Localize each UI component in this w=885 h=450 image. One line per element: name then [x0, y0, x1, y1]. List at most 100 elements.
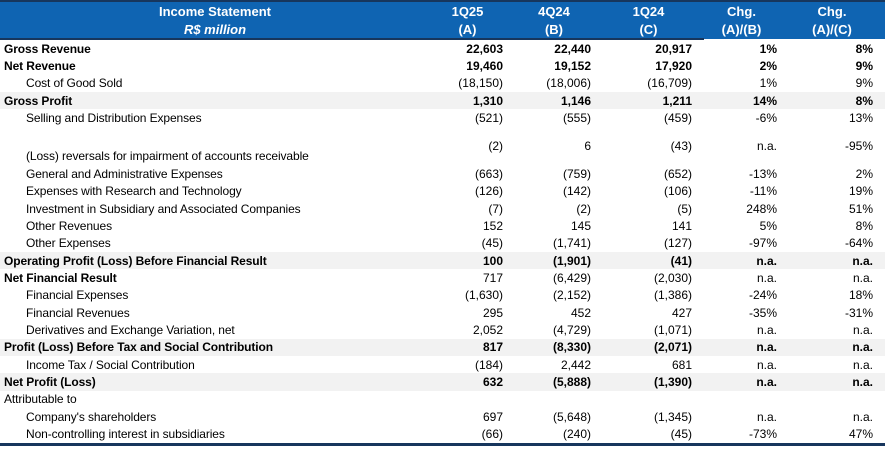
- cell-value: 295: [482, 305, 503, 320]
- cell-value: 152: [482, 219, 503, 234]
- table-row: Derivatives and Exchange Variation, net 2…: [0, 321, 885, 338]
- cell-value: (1,630): [464, 288, 503, 303]
- row-label: Profit (Loss) Before Tax and Social Cont…: [0, 338, 430, 357]
- cell-value: 100: [430, 252, 515, 270]
- cell-value: n.a.: [704, 373, 789, 391]
- cell-value: [430, 391, 515, 408]
- cell-value: (2,071): [603, 338, 704, 357]
- cell-value: [704, 391, 789, 408]
- cell-value: 5%: [759, 219, 777, 234]
- cell-value: (8,330): [515, 338, 603, 357]
- cell-value: n.a.: [852, 409, 873, 424]
- cell-value: -35%: [748, 305, 777, 320]
- column-subheader-a-b: (A)/(B): [704, 20, 789, 39]
- cell-value: n.a.: [852, 271, 873, 286]
- cell-value: n.a.: [789, 338, 885, 357]
- table-row: Financial Revenues 295 452 427 -35% -31%: [0, 304, 885, 321]
- row-label: Other Revenues: [26, 219, 112, 234]
- cell-value: 14%: [704, 92, 789, 110]
- cell-value: 717: [482, 271, 503, 286]
- row-label: Cost of Good Sold: [26, 76, 123, 91]
- row-label: Expenses with Research and Technology: [26, 184, 242, 199]
- cell-value: (5,648): [552, 409, 591, 424]
- cell-value: (45): [670, 427, 692, 442]
- cell-value: 2%: [855, 167, 873, 182]
- cell-value: -6%: [755, 111, 777, 125]
- cell-value: (45): [481, 236, 503, 251]
- cell-value: (1,901): [515, 252, 603, 270]
- table-body: Gross Revenue 22,603 22,440 20,917 1% 8% Net R…: [0, 39, 885, 445]
- cell-value: (5,888): [515, 373, 603, 391]
- cell-value: 9%: [855, 76, 873, 91]
- cell-value: 6: [584, 139, 591, 154]
- cell-value: n.a.: [789, 252, 885, 270]
- row-label: Financial Expenses: [26, 288, 129, 303]
- cell-value: (16,709): [647, 76, 692, 91]
- table-row: Net Profit (Loss) 632 (5,888) (1,390) n.a. n.…: [0, 373, 885, 391]
- cell-value: 452: [570, 305, 591, 320]
- column-header-chg-ab: Chg.: [704, 1, 789, 20]
- cell-value: [789, 391, 885, 408]
- cell-value: 145: [570, 219, 591, 234]
- cell-value: n.a.: [789, 373, 885, 391]
- cell-value: 817: [430, 338, 515, 357]
- row-label: Net Financial Result: [4, 271, 117, 286]
- cell-value: (521): [474, 111, 503, 125]
- cell-value: 632: [430, 373, 515, 391]
- table-row: Expenses with Research and Technology (12…: [0, 183, 885, 200]
- cell-value: (1,390): [603, 373, 704, 391]
- cell-value: (2): [488, 139, 503, 154]
- cell-value: n.a.: [704, 252, 789, 270]
- cell-value: (2,152): [552, 288, 591, 303]
- row-label: Attributable to: [4, 392, 77, 407]
- cell-value: 681: [671, 357, 692, 372]
- row-label: Income Tax / Social Contribution: [26, 357, 195, 372]
- cell-value: (652): [663, 167, 692, 182]
- row-label: Net Revenue: [4, 59, 76, 74]
- cell-value: [515, 391, 603, 408]
- cell-value: 13%: [848, 111, 873, 125]
- cell-value: (184): [474, 357, 503, 372]
- cell-value: n.a.: [756, 323, 777, 338]
- row-label: Investment in Subsidiary and Associated …: [26, 201, 301, 216]
- table-row: Attributable to: [0, 391, 885, 408]
- header-row-2: R$ million (A) (B) (C) (A)/(B) (A)/(C): [0, 20, 885, 40]
- row-label: Gross Profit: [0, 92, 430, 110]
- cell-value: -95%: [844, 139, 873, 154]
- cell-value: n.a.: [756, 409, 777, 424]
- cell-value: 1%: [759, 76, 777, 91]
- cell-value: (6,429): [552, 271, 591, 286]
- table-title: Income Statement: [0, 1, 430, 20]
- cell-value: (4,729): [552, 323, 591, 338]
- cell-value: 8%: [855, 219, 873, 234]
- table-header: Income Statement 1Q25 4Q24 1Q24 Chg. Chg…: [0, 1, 885, 40]
- cell-value: (18,006): [546, 76, 591, 91]
- cell-value: (1,345): [653, 409, 692, 424]
- cell-value: 22,440: [554, 41, 591, 56]
- table-subtitle: R$ million: [0, 20, 430, 40]
- cell-value: -97%: [748, 236, 777, 251]
- cell-value: (126): [474, 184, 503, 199]
- cell-value: 1,146: [515, 92, 603, 110]
- cell-value: (663): [474, 167, 503, 182]
- cell-value: 19,460: [466, 59, 503, 74]
- table-row: Other Expenses (45) (1,741) (127) -97% -64%: [0, 235, 885, 252]
- cell-value: 427: [671, 305, 692, 320]
- cell-value: 17,920: [655, 59, 692, 74]
- cell-value: (41): [603, 252, 704, 270]
- cell-value: (1,071): [653, 323, 692, 338]
- table-row: (Loss) reversals for impairment of accou…: [0, 127, 885, 166]
- cell-value: (66): [481, 427, 503, 442]
- cell-value: (759): [562, 167, 591, 182]
- table-row: Investment in Subsidiary and Associated …: [0, 200, 885, 217]
- cell-value: (555): [562, 111, 591, 125]
- table-row: General and Administrative Expenses (663)…: [0, 165, 885, 182]
- row-label: Selling and Distribution Expenses: [26, 111, 202, 125]
- cell-value: 8%: [855, 41, 873, 56]
- cell-value: 2,052: [472, 323, 503, 338]
- table-row: Cost of Good Sold (18,150) (18,006) (16,709…: [0, 75, 885, 92]
- cell-value: 141: [671, 219, 692, 234]
- row-label: Financial Revenues: [26, 305, 130, 320]
- row-label: Other Expenses: [26, 236, 111, 251]
- column-header-1q25: 1Q25: [430, 1, 515, 20]
